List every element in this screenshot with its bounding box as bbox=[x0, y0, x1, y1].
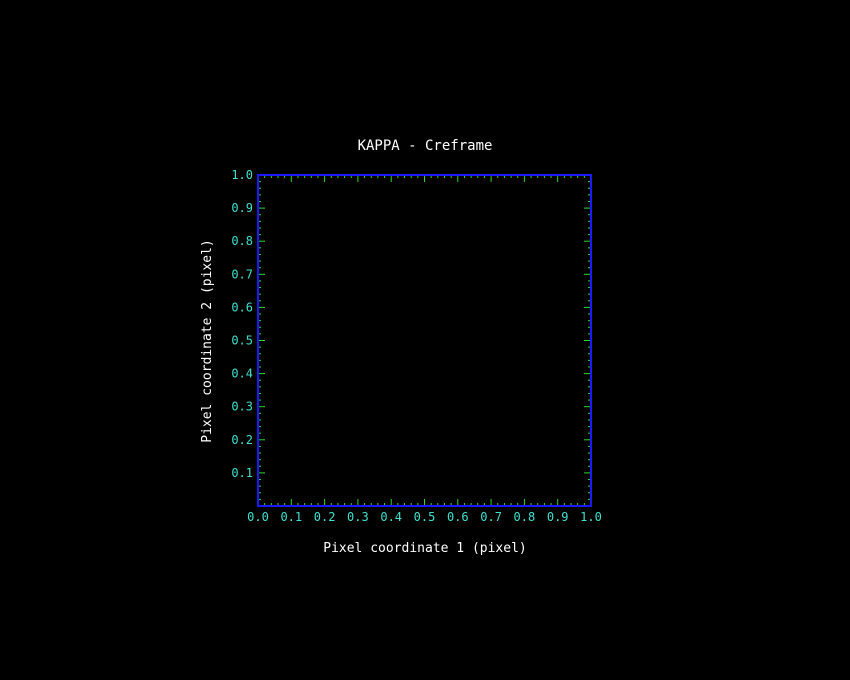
x-tick-label: 0.9 bbox=[547, 510, 569, 524]
y-tick-label: 0.7 bbox=[231, 267, 253, 281]
x-axis-label: Pixel coordinate 1 (pixel) bbox=[323, 541, 527, 556]
y-tick-label: 1.0 bbox=[231, 168, 253, 182]
y-tick-label: 0.9 bbox=[231, 201, 253, 215]
x-tick-label: 0.7 bbox=[480, 510, 502, 524]
y-axis-label: Pixel coordinate 2 (pixel) bbox=[200, 239, 215, 443]
y-tick-label: 0.2 bbox=[231, 433, 253, 447]
major-ticks bbox=[258, 175, 591, 506]
y-tick-label: 0.1 bbox=[231, 466, 253, 480]
x-tick-label: 0.4 bbox=[380, 510, 402, 524]
y-tick-label: 0.8 bbox=[231, 234, 253, 248]
y-tick-label: 0.6 bbox=[231, 300, 253, 314]
x-tick-label: 0.3 bbox=[347, 510, 369, 524]
x-tick-label: 0.1 bbox=[280, 510, 302, 524]
x-tick-label: 0.2 bbox=[314, 510, 336, 524]
x-tick-label: 0.0 bbox=[247, 510, 269, 524]
x-tick-label: 0.8 bbox=[514, 510, 536, 524]
y-tick-label: 0.4 bbox=[231, 367, 253, 381]
chart-title: KAPPA - Creframe bbox=[358, 138, 493, 154]
y-tick-labels: 0.1 0.2 0.3 0.4 0.5 0.6 0.7 0.8 0.9 1.0 bbox=[231, 168, 253, 480]
y-tick-label: 0.3 bbox=[231, 400, 253, 414]
x-tick-label: 0.6 bbox=[447, 510, 469, 524]
plot-frame bbox=[257, 174, 592, 507]
x-tick-label: 0.5 bbox=[414, 510, 436, 524]
y-tick-label: 0.5 bbox=[231, 334, 253, 348]
x-tick-label: 1.0 bbox=[580, 510, 602, 524]
x-tick-labels: 0.0 0.1 0.2 0.3 0.4 0.5 0.6 0.7 0.8 0.9 1.0 bbox=[247, 510, 602, 524]
